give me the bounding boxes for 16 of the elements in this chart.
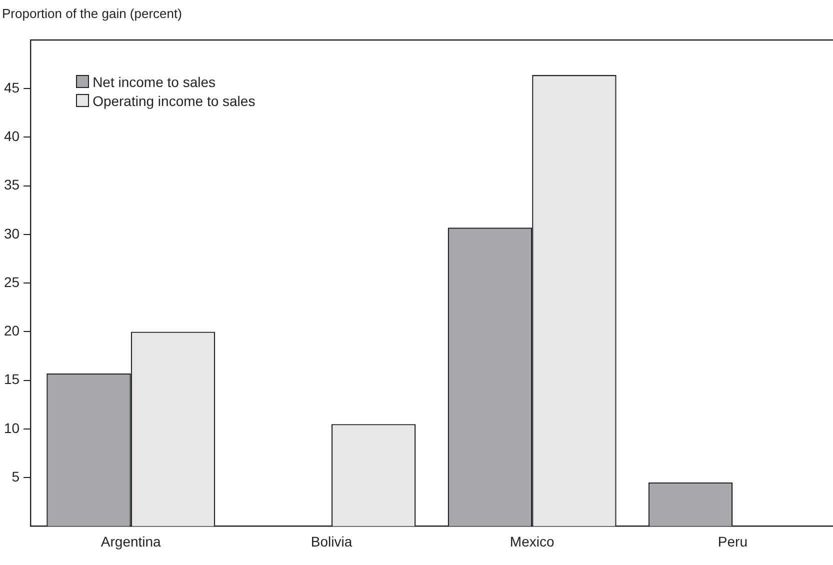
x-tick-label: Argentina bbox=[100, 533, 162, 550]
y-tick-label: 10 bbox=[4, 420, 20, 436]
x-tick-label: Peru bbox=[718, 533, 748, 550]
y-tick-label: 20 bbox=[4, 322, 20, 339]
y-axis-title: Proportion of the gain (percent) bbox=[2, 6, 182, 21]
y-tick-label: 5 bbox=[12, 468, 20, 484]
x-tick-label: Mexico bbox=[510, 533, 554, 550]
legend-label: Operating income to sales bbox=[92, 92, 256, 108]
y-tick-label: 25 bbox=[4, 274, 20, 290]
y-tick-label: 15 bbox=[4, 371, 20, 388]
y-tick-label: 35 bbox=[4, 176, 20, 193]
y-tick-label: 40 bbox=[4, 128, 20, 144]
legend-label: Net income to sales bbox=[92, 74, 216, 90]
y-tick-label: 45 bbox=[4, 79, 20, 96]
x-tick-label: Bolivia bbox=[310, 533, 352, 550]
y-tick-label: 30 bbox=[4, 225, 20, 242]
